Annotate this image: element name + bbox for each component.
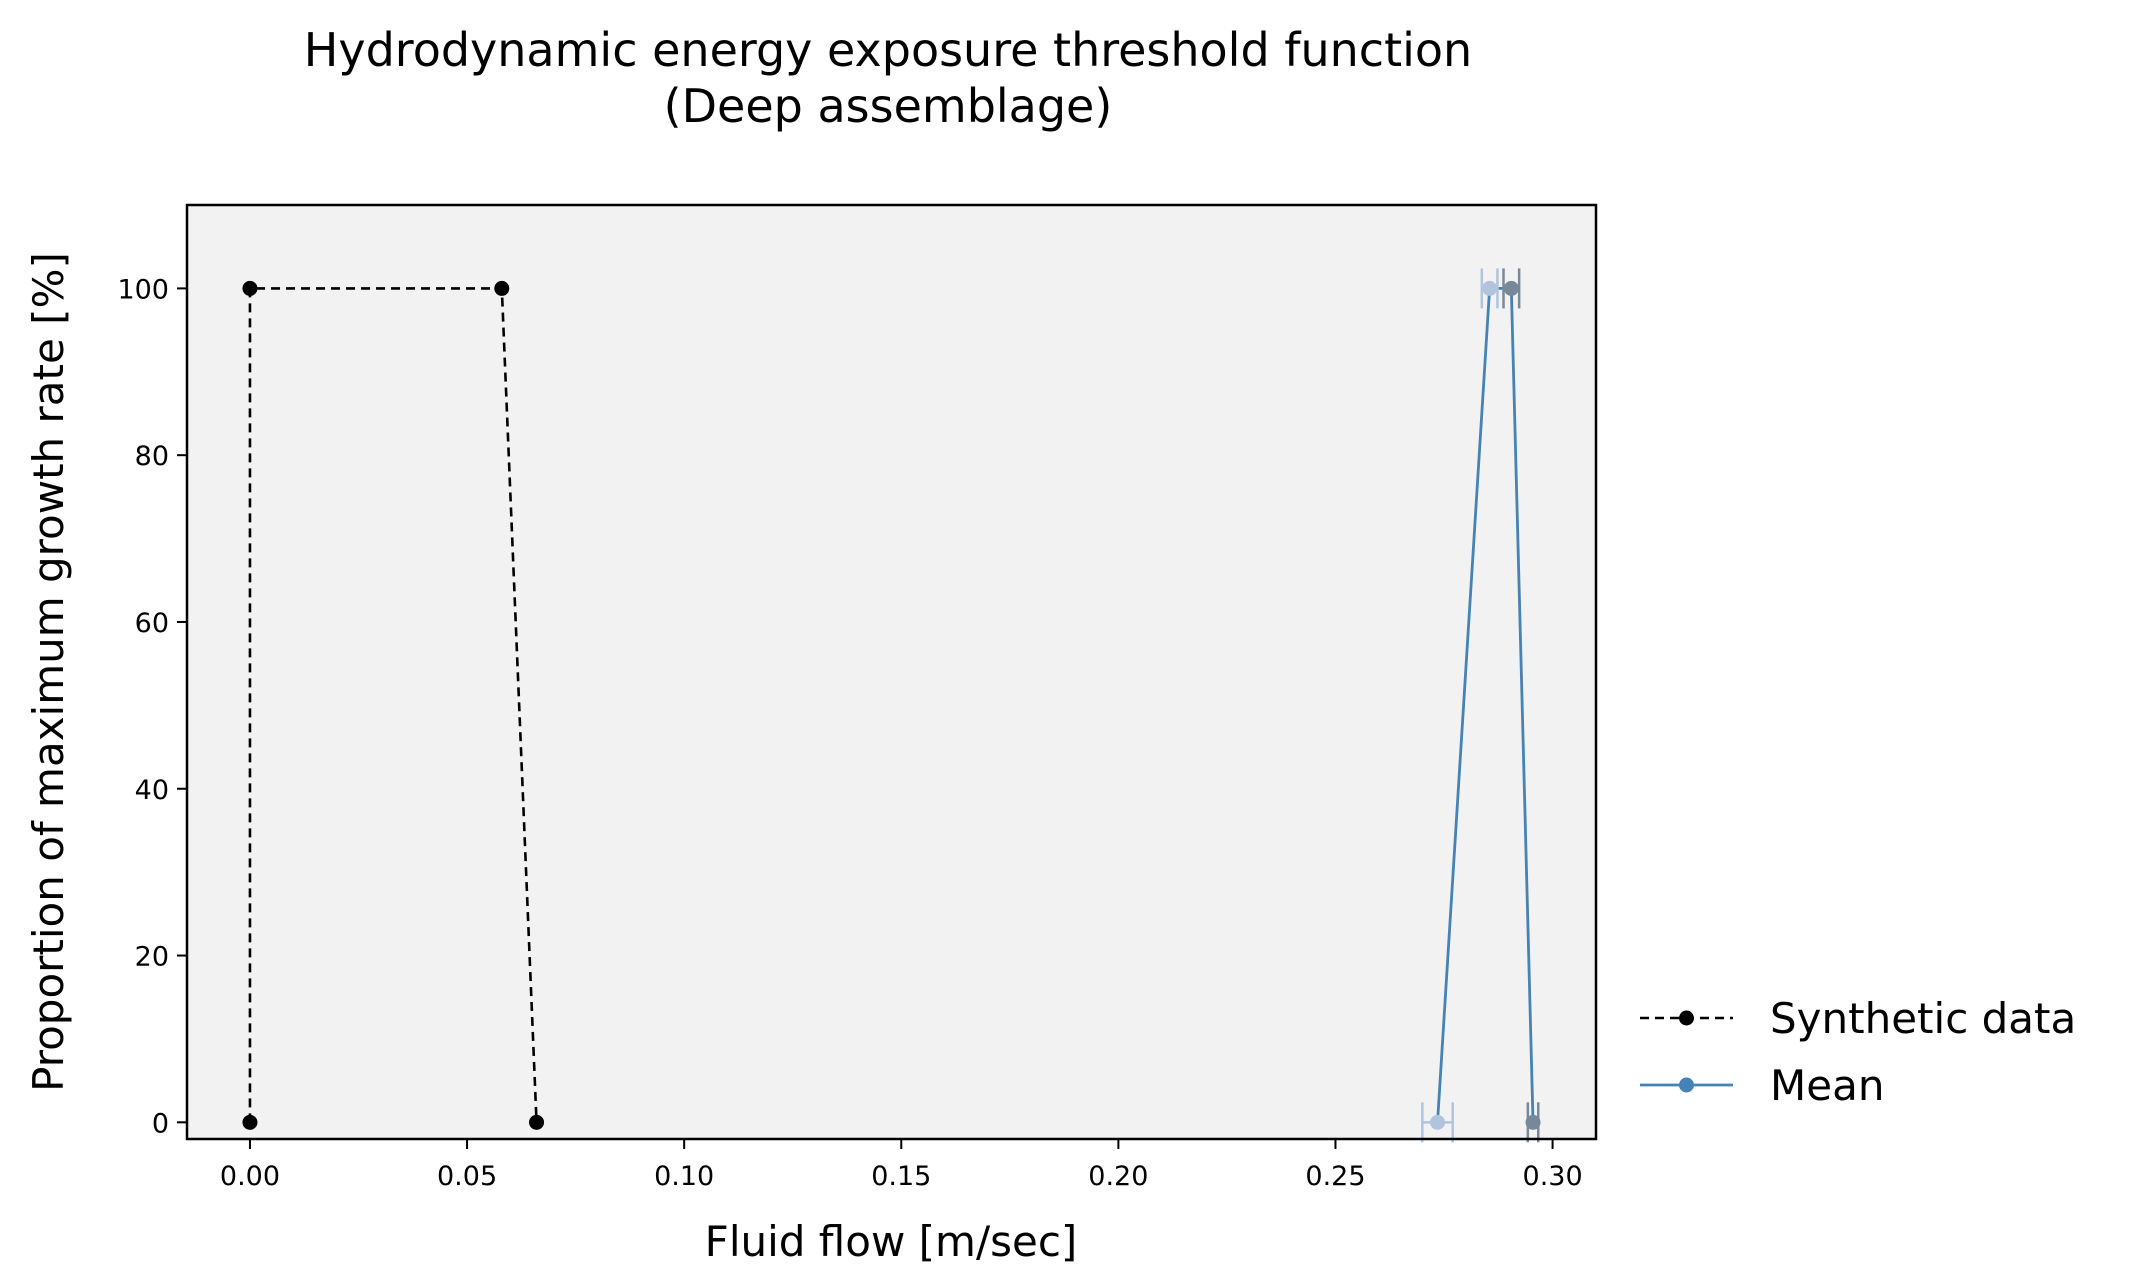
x-tick-label: 0.05 — [437, 1161, 497, 1192]
legend-marker — [1679, 1010, 1694, 1026]
plot-frame — [185, 203, 1598, 1141]
y-tick-label: 80 — [135, 441, 169, 472]
chart-subtitle: (Deep assemblage) — [664, 79, 1113, 133]
data-point — [1482, 280, 1498, 296]
x-axis-label: Fluid flow [m/sec] — [705, 1217, 1078, 1266]
y-tick-label: 100 — [117, 274, 169, 305]
legend-label: Synthetic data — [1770, 994, 2076, 1043]
series-synthetic-data — [242, 280, 545, 1130]
series-line — [248, 287, 538, 1123]
data-point — [1503, 280, 1519, 296]
x-tick-label: 0.15 — [871, 1161, 931, 1192]
plot-area — [187, 205, 1596, 1139]
data-point — [494, 280, 510, 296]
y-tick-label: 60 — [135, 608, 169, 639]
x-tick-label: 0.10 — [654, 1161, 714, 1192]
y-tick-label: 40 — [135, 775, 169, 806]
data-point — [242, 280, 258, 296]
data-point — [1525, 1114, 1541, 1130]
legend-item: Mean — [1640, 1061, 1884, 1110]
y-tick-label: 20 — [135, 942, 169, 973]
x-tick-label: 0.25 — [1305, 1161, 1365, 1192]
data-point — [1430, 1114, 1446, 1130]
y-axis-label: Proportion of maximum growth rate [%] — [24, 252, 73, 1092]
x-tick-label: 0.30 — [1523, 1161, 1583, 1192]
legend-label: Mean — [1770, 1061, 1884, 1110]
y-tick-label: 0 — [152, 1108, 169, 1139]
series-mean — [1421, 268, 1541, 1143]
legend-item: Synthetic data — [1640, 994, 2076, 1043]
series-layer — [242, 268, 1541, 1143]
y-axis: 0 20 40 60 80 100 — [117, 274, 187, 1139]
legend: Synthetic data Mean — [1640, 994, 2076, 1110]
series-line — [1436, 286, 1535, 1123]
x-tick-label: 0.20 — [1088, 1161, 1148, 1192]
x-tick-label: 0.00 — [220, 1161, 280, 1192]
legend-marker — [1679, 1077, 1694, 1093]
data-point — [529, 1114, 545, 1130]
chart-title: Hydrodynamic energy exposure threshold f… — [304, 23, 1472, 77]
data-point — [242, 1114, 258, 1130]
x-axis: 0.00 0.05 0.10 0.15 0.20 0.25 0.30 — [220, 1139, 1583, 1192]
